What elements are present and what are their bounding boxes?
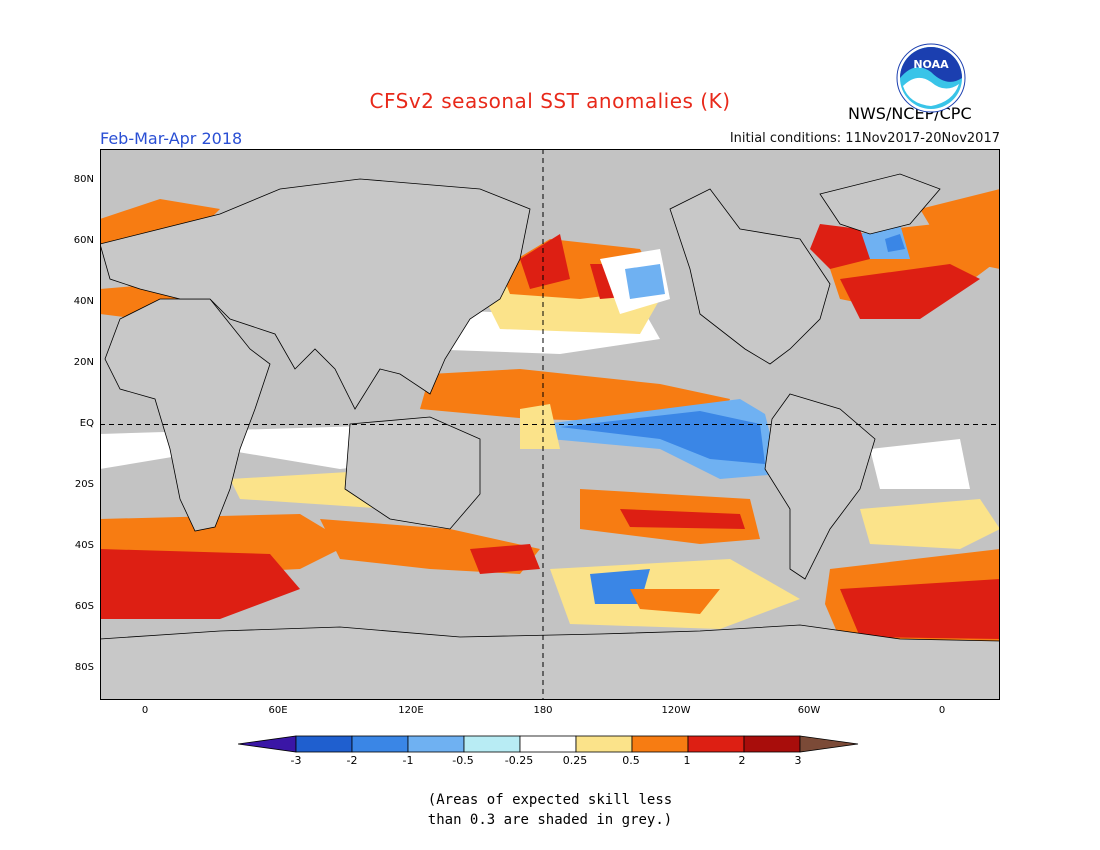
colorbar-segment [463, 735, 521, 753]
antarctica-landmass [100, 624, 1000, 700]
lat-label: 80S [74, 662, 94, 673]
lon-label: 60E [268, 705, 288, 716]
colorbar-tick-label: -3 [290, 754, 302, 767]
colorbar-segment [687, 735, 745, 753]
colorbar-tick-label: -1 [402, 754, 414, 767]
colorbar-tick-label: 0.25 [562, 754, 588, 767]
sst-anomaly-map [100, 149, 1000, 700]
colorbar-segment [519, 735, 577, 753]
greenland-landmass [819, 173, 941, 235]
colorbar-end-low [238, 735, 297, 753]
skill-note-line1: (Areas of expected skill less [427, 792, 673, 808]
lat-label: 20N [73, 357, 94, 368]
continents [100, 173, 1000, 700]
lat-label: 60S [74, 601, 94, 612]
map-title: CFSv2 seasonal SST anomalies (K) [369, 89, 731, 113]
colorbar-tick-label: 3 [794, 754, 802, 767]
south-america-landmass [764, 393, 876, 580]
north-america-landmass [669, 188, 831, 365]
lat-label: 60N [73, 235, 94, 246]
noaa-logo-icon: NOAA [896, 43, 966, 113]
colorbar-segment [743, 735, 801, 753]
lon-label: 0 [141, 705, 149, 716]
lon-label: 0 [938, 705, 946, 716]
initial-conditions-label: Initial conditions: 11Nov2017-20Nov2017 [729, 131, 1000, 146]
lat-label: 80N [73, 174, 94, 185]
lon-label: 60W [797, 705, 821, 716]
colorbar-end-high [799, 735, 859, 753]
australia-landmass [344, 416, 481, 530]
lon-label: 180 [533, 705, 553, 716]
colorbar-tick-label: 1 [683, 754, 691, 767]
lon-label: 120W [661, 705, 691, 716]
logo-text: NOAA [913, 58, 949, 71]
colorbar-tick-label: 0.5 [622, 754, 640, 767]
colorbar-tick-label: -2 [346, 754, 358, 767]
lat-label: 40S [74, 540, 94, 551]
lat-label: 40N [73, 296, 94, 307]
colorbar-tick-label: -0.25 [504, 754, 534, 767]
forecast-period: Feb-Mar-Apr 2018 [100, 129, 243, 148]
colorbar-segment [575, 735, 633, 753]
colorbar [238, 735, 859, 753]
africa-landmass [104, 298, 271, 532]
skill-note-line2: than 0.3 are shaded in grey.) [427, 812, 673, 828]
lon-label: 120E [398, 705, 424, 716]
map-frame [100, 149, 1000, 700]
colorbar-segment [407, 735, 465, 753]
colorbar-segment [351, 735, 409, 753]
eurasia-landmass [100, 178, 531, 410]
colorbar-segment [631, 735, 689, 753]
colorbar-tick-label: 2 [738, 754, 746, 767]
colorbar-tick-label: -0.5 [452, 754, 474, 767]
lat-label: EQ [79, 418, 94, 429]
lat-label: 20S [74, 479, 94, 490]
reference-lines [100, 149, 1000, 700]
colorbar-segment [295, 735, 353, 753]
